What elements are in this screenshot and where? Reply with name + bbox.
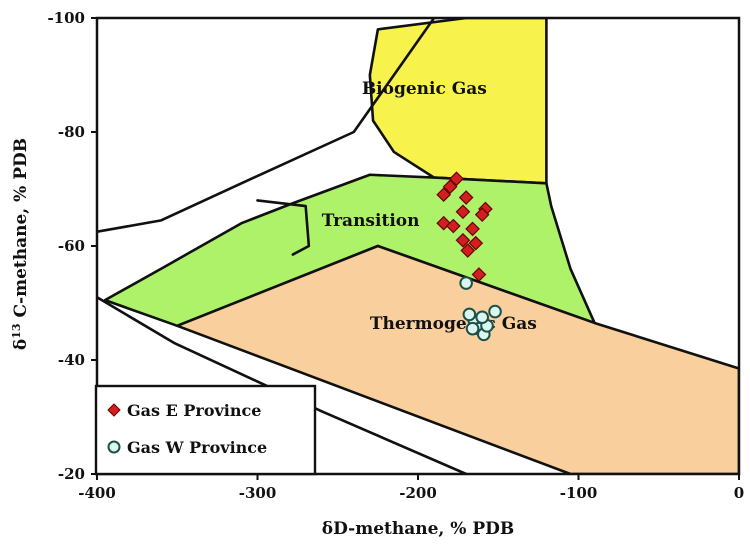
point-w-province [488,304,502,319]
legend-box [94,384,317,476]
point-w-province [465,321,480,336]
series-group [436,171,502,342]
legend-label: Gas E Province [127,401,261,420]
point-w-province [459,276,473,290]
x-tick-label: 0 [734,484,744,502]
point-e-province [471,267,487,282]
x-tick-label: -300 [239,484,277,502]
point-e-province [474,207,490,222]
point-e-province [468,235,484,251]
region-biogenic-gas [368,18,548,185]
point-w-province [462,307,477,322]
x-tick-label: -200 [399,484,437,502]
y-tick-label: -60 [58,237,85,255]
region-thermogenic-gas [175,244,739,474]
point-e-province [465,221,480,237]
legend-label: Gas W Province [127,438,267,457]
point-e-province [460,243,476,258]
x-tick-label: -100 [560,484,598,502]
legend-circle-icon [107,440,121,454]
point-e-province [449,171,464,187]
outline-0 [97,18,436,234]
point-e-province [445,218,461,234]
y-tick-label: -80 [58,123,85,141]
x-axis-label: δD-methane, % PDB [322,519,514,539]
point-e-province [458,190,474,205]
point-w-province [475,310,490,325]
region-label-thermogenic-gas: Thermogenic Gas [370,314,537,334]
point-e-province [455,204,471,220]
y-tick-label: -100 [47,9,85,27]
x-tick-label: -400 [78,484,116,502]
point-e-province [455,232,471,248]
legend-diamond-icon [107,403,121,417]
outline-1 [97,296,468,474]
region-label-transition: Transition [322,211,420,231]
regions-group: Biogenic Gas Transition Thermogenic Gas [97,18,739,474]
point-e-province [442,179,458,195]
outline-2 [256,199,311,256]
point-e-province [436,187,452,203]
region-label-biogenic-gas: Biogenic Gas [362,79,487,99]
y-axis-label: δ13 C-methane, % PDB [10,138,32,350]
y-tick-label: -20 [58,465,85,483]
y-tick-label: -40 [58,351,85,369]
